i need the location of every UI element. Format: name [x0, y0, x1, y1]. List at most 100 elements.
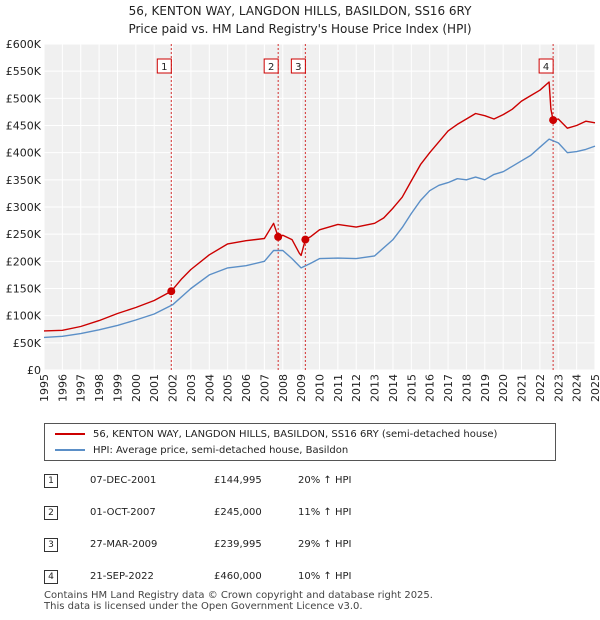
sale-marker-number: 1	[161, 62, 167, 73]
x-tick-label: 2003	[185, 374, 198, 402]
sale-marker-box	[156, 58, 172, 74]
x-tick-label: 2024	[571, 374, 584, 402]
x-tick-label: 2015	[405, 374, 418, 402]
marker-labels: 1 2 3 4	[156, 58, 554, 74]
sale-point	[549, 116, 558, 125]
sale-marker-label: 3	[290, 58, 306, 74]
sale-date: 27-MAR-2009	[90, 539, 158, 550]
y-tick-label: £350K	[6, 174, 42, 187]
y-tick-label: £400K	[6, 147, 42, 160]
sale-marker-label: 2	[263, 58, 279, 74]
footer-copyright: Contains HM Land Registry data © Crown c…	[44, 590, 433, 601]
sale-marker-number: 4	[543, 62, 549, 73]
x-tick-label: 2013	[369, 374, 382, 402]
y-tick-label: £150K	[6, 283, 42, 296]
x-tick-label: 1995	[38, 374, 51, 402]
y-tick-label: £500K	[6, 92, 42, 105]
sale-price: £460,000	[214, 571, 262, 582]
x-tick-label: 2009	[295, 374, 308, 402]
sale-marker-box	[263, 58, 279, 74]
x-tick-label: 2007	[258, 374, 271, 402]
chart-title: 56, KENTON WAY, LANGDON HILLS, BASILDON,…	[128, 4, 472, 18]
sale-date: 21-SEP-2022	[90, 571, 154, 582]
footer: Contains HM Land Registry data © Crown c…	[44, 590, 433, 612]
x-tick-label: 2000	[130, 374, 143, 402]
series-group	[43, 81, 596, 339]
y-tick-label: £200K	[6, 255, 42, 268]
x-tick-label: 2010	[314, 374, 327, 402]
x-tick-label: 2017	[442, 374, 455, 402]
x-tick-label: 2001	[148, 374, 161, 402]
x-axis-labels: 1995 1996 1997 1998 1999 2000 2001 2002 2003 2004…	[38, 374, 600, 402]
legend-label-hpi: HPI: Average price, semi-detached house,…	[93, 445, 349, 456]
legend-label-property: 56, KENTON WAY, LANGDON HILLS, BASILDON,…	[93, 429, 498, 440]
sale-row: 4 21-SEP-2022 £460,000 10% ↑ HPI	[44, 570, 444, 588]
property-price-line	[43, 81, 596, 332]
y-axis-labels: £0 £50K £100K £150K £200K £250K £300K £350K £400…	[6, 38, 42, 377]
sale-marker-number: 3	[295, 62, 301, 73]
legend-item-hpi: HPI: Average price, semi-detached house,…	[55, 443, 348, 459]
line-chart: £0 £50K £100K £150K £200K £250K £300K £350K £400…	[6, 38, 600, 402]
y-tick-label: £550K	[6, 65, 42, 78]
sale-marker-box	[538, 58, 554, 74]
sale-point	[167, 287, 176, 296]
x-tick-label: 1997	[75, 374, 88, 402]
y-tick-label: £50K	[13, 337, 42, 350]
sale-point	[274, 232, 283, 241]
chart-subtitle: Price paid vs. HM Land Registry's House …	[128, 22, 472, 36]
x-tick-label: 2023	[552, 374, 565, 402]
y-tick-label: £250K	[6, 228, 42, 241]
sale-number-badge: 2	[44, 506, 58, 520]
legend-swatch-property	[55, 433, 85, 435]
legend: 56, KENTON WAY, LANGDON HILLS, BASILDON,…	[44, 423, 556, 461]
hpi-line	[43, 138, 596, 339]
sale-number-badge: 3	[44, 538, 58, 552]
x-tick-label: 2019	[479, 374, 492, 402]
sale-date: 01-OCT-2007	[90, 507, 156, 518]
sale-date: 07-DEC-2001	[90, 475, 157, 486]
sale-row: 3 27-MAR-2009 £239,995 29% ↑ HPI	[44, 538, 444, 556]
x-tick-label: 1999	[111, 374, 124, 402]
legend-item-property: 56, KENTON WAY, LANGDON HILLS, BASILDON,…	[55, 427, 497, 443]
footer-licence: This data is licensed under the Open Gov…	[44, 601, 363, 612]
x-tick-label: 2008	[277, 374, 290, 402]
sale-price: £239,995	[214, 539, 262, 550]
sale-hpi-diff: 11% ↑ HPI	[298, 507, 352, 518]
y-tick-label: £0	[27, 364, 41, 377]
x-tick-label: 2002	[167, 374, 180, 402]
sale-row: 1 07-DEC-2001 £144,995 20% ↑ HPI	[44, 474, 444, 492]
x-tick-label: 2020	[497, 374, 510, 402]
sale-number-badge: 1	[44, 474, 58, 488]
x-tick-label: 2004	[203, 374, 216, 402]
sale-marker-box	[290, 58, 306, 74]
y-tick-label: £300K	[6, 201, 42, 214]
sale-price: £245,000	[214, 507, 262, 518]
sale-marker-label: 1	[156, 58, 172, 74]
sale-hpi-diff: 10% ↑ HPI	[298, 571, 352, 582]
sale-number-badge: 4	[44, 570, 58, 584]
x-tick-label: 2014	[387, 374, 400, 402]
sale-price: £144,995	[214, 475, 262, 486]
x-tick-label: 2021	[516, 374, 529, 402]
sale-points	[167, 116, 558, 296]
y-tick-label: £100K	[6, 310, 42, 323]
sale-row: 2 01-OCT-2007 £245,000 11% ↑ HPI	[44, 506, 444, 524]
x-tick-label: 2012	[350, 374, 363, 402]
y-tick-label: £450K	[6, 120, 42, 133]
sale-marker-label: 4	[538, 58, 554, 74]
x-tick-label: 2006	[240, 374, 253, 402]
sale-hpi-diff: 20% ↑ HPI	[298, 475, 352, 486]
x-tick-label: 2005	[222, 374, 235, 402]
y-tick-label: £600K	[6, 38, 42, 51]
x-tick-label: 1996	[56, 374, 69, 402]
x-tick-label: 2018	[460, 374, 473, 402]
legend-swatch-hpi	[55, 449, 85, 451]
sale-point	[301, 235, 310, 244]
x-tick-label: 2022	[534, 374, 547, 402]
sale-hpi-diff: 29% ↑ HPI	[298, 539, 352, 550]
x-tick-label: 2016	[424, 374, 437, 402]
sale-marker-number: 2	[268, 62, 274, 73]
x-tick-label: 2025	[589, 374, 600, 402]
grid	[43, 43, 596, 371]
x-tick-label: 2011	[332, 374, 345, 402]
